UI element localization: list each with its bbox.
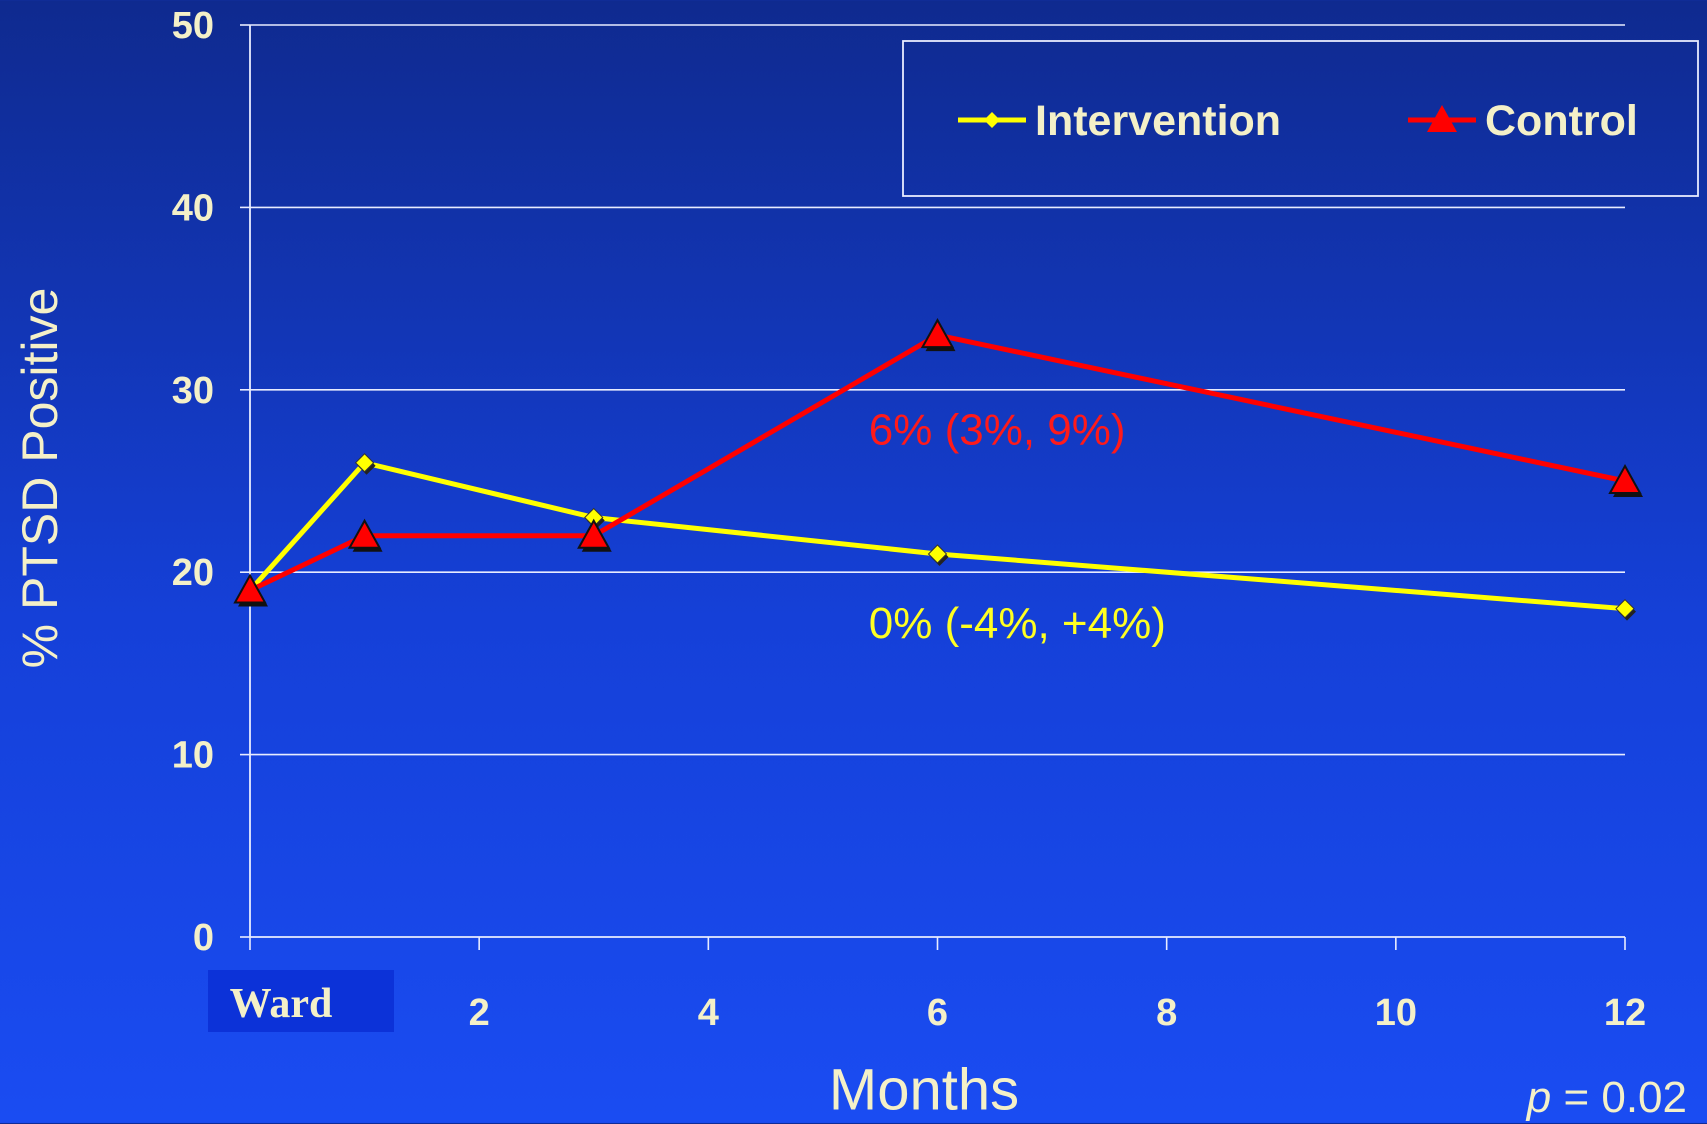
p-value: p = 0.02 (1527, 1073, 1687, 1123)
y-tick-label-30: 30 (172, 370, 214, 412)
annotation-1: 0% (-4%, +4%) (869, 599, 1166, 648)
y-tick-label-40: 40 (172, 187, 214, 229)
x-axis-label: Months (828, 1057, 1020, 1123)
y-tick-label-10: 10 (172, 735, 214, 777)
p-symbol: p (1526, 1073, 1552, 1122)
y-tick-label-0: 0 (193, 917, 214, 959)
x-tick-label-8: 8 (1156, 992, 1177, 1034)
legend-marker-intervention (984, 112, 1000, 128)
legend-marker-control (1427, 105, 1457, 132)
legend-label-control: Control (1485, 97, 1638, 145)
intervention-point-4 (1615, 598, 1635, 619)
legend-box (902, 40, 1699, 197)
y-tick-label-50: 50 (172, 5, 214, 47)
control-point-0 (233, 573, 267, 604)
control-point-4 (1608, 463, 1642, 494)
annotation-0: 6% (3%, 9%) (869, 406, 1126, 455)
p-value-text: = 0.02 (1551, 1073, 1687, 1122)
x-tick-label-2: 2 (469, 992, 490, 1034)
y-axis-label: % PTSD Positive (12, 287, 68, 669)
x-tick-label-10: 10 (1375, 992, 1417, 1034)
ward-label-bg (208, 970, 394, 1032)
control-point-1 (347, 518, 382, 549)
x-tick-label-12: 12 (1604, 992, 1646, 1034)
control-point-3 (920, 318, 955, 349)
x-tick-label-4: 4 (698, 992, 719, 1034)
x-tick-label-ward: Ward (230, 981, 333, 1027)
legend-label-intervention: Intervention (1035, 97, 1281, 145)
x-tick-label-6: 6 (927, 992, 948, 1034)
control-point-2 (577, 518, 611, 549)
intervention-point-1 (354, 453, 375, 473)
y-tick-label-20: 20 (172, 552, 214, 594)
intervention-point-3 (927, 544, 948, 564)
